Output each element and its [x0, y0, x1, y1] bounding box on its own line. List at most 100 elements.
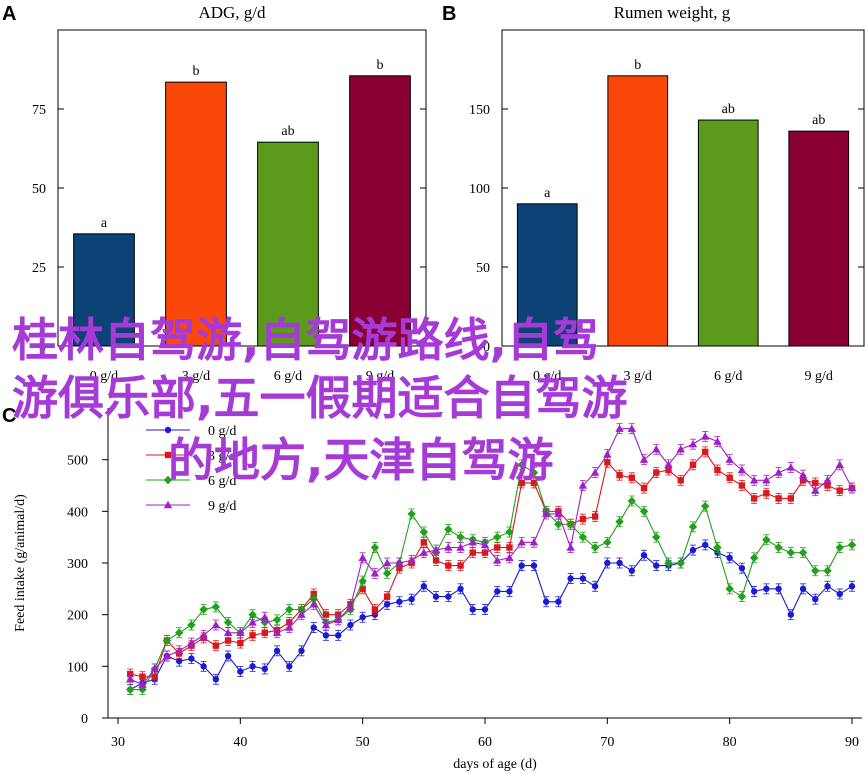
feed-intake-data-point — [762, 476, 771, 484]
adg-category-label: 6 g/d — [274, 369, 302, 384]
feed-intake-data-point — [285, 605, 294, 614]
feed-intake-data-point — [798, 470, 808, 479]
watermark-line-3: 的地方,天津自驾游 — [168, 433, 553, 487]
adg-bar-significance-label: a — [101, 216, 108, 231]
panel-letter-a: A — [2, 3, 16, 25]
feed-intake-x-tick-label: 30 — [111, 735, 125, 750]
rumen-weight-y-tick-label: 0 — [483, 340, 490, 355]
feed-intake-data-point — [407, 556, 416, 564]
feed-intake-data-point — [358, 576, 367, 586]
feed-intake-data-point — [604, 559, 611, 567]
feed-intake-data-point — [701, 432, 710, 440]
adg-category-label: 9 g/d — [366, 369, 394, 384]
feed-intake-y-tick-label: 400 — [67, 505, 88, 520]
feed-intake-data-point — [383, 593, 391, 600]
rumen-weight-chart-title: Rumen weight, g — [614, 3, 731, 22]
feed-intake-data-point — [518, 479, 525, 487]
feed-intake-data-point — [725, 584, 734, 594]
feed-intake-data-point — [224, 652, 232, 660]
feed-intake-data-point — [175, 657, 183, 665]
feed-intake-data-point — [469, 549, 476, 556]
feed-intake-data-point — [639, 507, 649, 516]
feed-intake-data-point — [187, 638, 196, 647]
feed-intake-data-point — [639, 455, 649, 463]
feed-intake-data-point — [824, 583, 831, 590]
feed-intake-data-point — [261, 629, 268, 636]
feed-intake-data-point — [151, 673, 158, 680]
feed-intake-data-point — [432, 557, 440, 564]
feed-intake-data-point — [701, 501, 710, 511]
feed-intake-data-point — [518, 562, 525, 569]
feed-intake-data-point — [787, 611, 795, 618]
rumen-weight-category-label: 9 g/d — [805, 369, 833, 384]
feed-intake-data-point — [627, 424, 636, 432]
adg-category-label: 0 g/d — [90, 369, 118, 384]
feed-intake-data-point — [811, 566, 820, 575]
feed-intake-data-point — [335, 632, 342, 639]
feed-intake-data-point — [835, 460, 844, 469]
feed-intake-data-point — [677, 477, 684, 484]
feed-intake-data-point — [786, 463, 796, 471]
feed-intake-data-point — [653, 562, 660, 569]
feed-intake-data-point — [285, 623, 294, 631]
rumen-weight-category-label: 6 g/d — [714, 369, 742, 384]
feed-intake-data-point — [835, 543, 844, 552]
feed-intake-data-point — [714, 466, 721, 474]
adg-bar-significance-label: ab — [281, 124, 294, 139]
feed-intake-data-point — [689, 461, 697, 469]
feed-intake-data-point — [567, 575, 574, 582]
feed-intake-data-point — [603, 538, 612, 547]
feed-intake-data-point — [847, 483, 857, 492]
feed-intake-data-point — [505, 553, 514, 562]
feed-intake-data-point — [272, 628, 282, 636]
feed-intake-data-point — [688, 522, 698, 532]
feed-intake-data-point — [541, 509, 551, 518]
feed-intake-legend-marker — [163, 500, 173, 509]
feed-intake-data-point — [309, 600, 318, 608]
feed-intake-data-point — [847, 540, 857, 550]
feed-intake-data-point — [445, 562, 452, 569]
feed-intake-data-point — [628, 567, 635, 574]
feed-intake-data-point — [419, 548, 429, 556]
feed-intake-data-point — [590, 468, 600, 476]
feed-intake-data-point — [481, 549, 489, 556]
feed-intake-data-point — [456, 543, 465, 551]
feed-intake-data-point — [395, 558, 404, 567]
feed-intake-data-point — [493, 532, 502, 542]
feed-intake-data-point — [774, 543, 783, 552]
feed-intake-data-point — [529, 538, 539, 546]
feed-intake-data-point — [248, 610, 257, 619]
feed-intake-data-point — [566, 543, 575, 551]
feed-intake-data-point — [273, 647, 281, 655]
rumen-weight-bar-4 — [788, 130, 850, 347]
feed-intake-data-point — [199, 631, 208, 639]
feed-intake-data-point — [382, 558, 392, 567]
feed-intake-data-point — [469, 606, 476, 613]
feed-intake-data-point — [652, 532, 661, 542]
feed-intake-data-point — [604, 459, 611, 466]
feed-intake-data-point — [370, 543, 380, 552]
feed-intake-data-point — [346, 602, 355, 611]
feed-intake-data-point — [371, 606, 379, 613]
feed-intake-legend-item: 6 g/d — [146, 474, 236, 489]
feed-intake-data-point — [653, 469, 660, 476]
feed-intake-data-point — [750, 495, 758, 502]
feed-intake-data-point — [212, 676, 220, 683]
feed-intake-data-point — [261, 665, 268, 673]
adg-bar-2 — [165, 81, 227, 347]
feed-intake-data-point — [640, 484, 648, 492]
watermark-line-1: 桂林自驾游,自驾游路线,自驾 — [12, 313, 599, 367]
feed-intake-data-point — [628, 474, 635, 481]
feed-intake-data-point — [775, 495, 782, 502]
feed-intake-data-point — [640, 552, 648, 559]
feed-intake-data-point — [627, 496, 636, 506]
feed-intake-data-point — [615, 517, 624, 526]
feed-intake-data-point — [248, 618, 257, 626]
feed-intake-data-point — [382, 569, 392, 578]
feed-intake-data-point — [150, 664, 159, 673]
feed-intake-data-point — [286, 663, 293, 670]
feed-intake-data-point — [578, 532, 588, 542]
feed-intake-legend-marker — [164, 451, 172, 459]
feed-intake-data-point — [798, 548, 808, 557]
